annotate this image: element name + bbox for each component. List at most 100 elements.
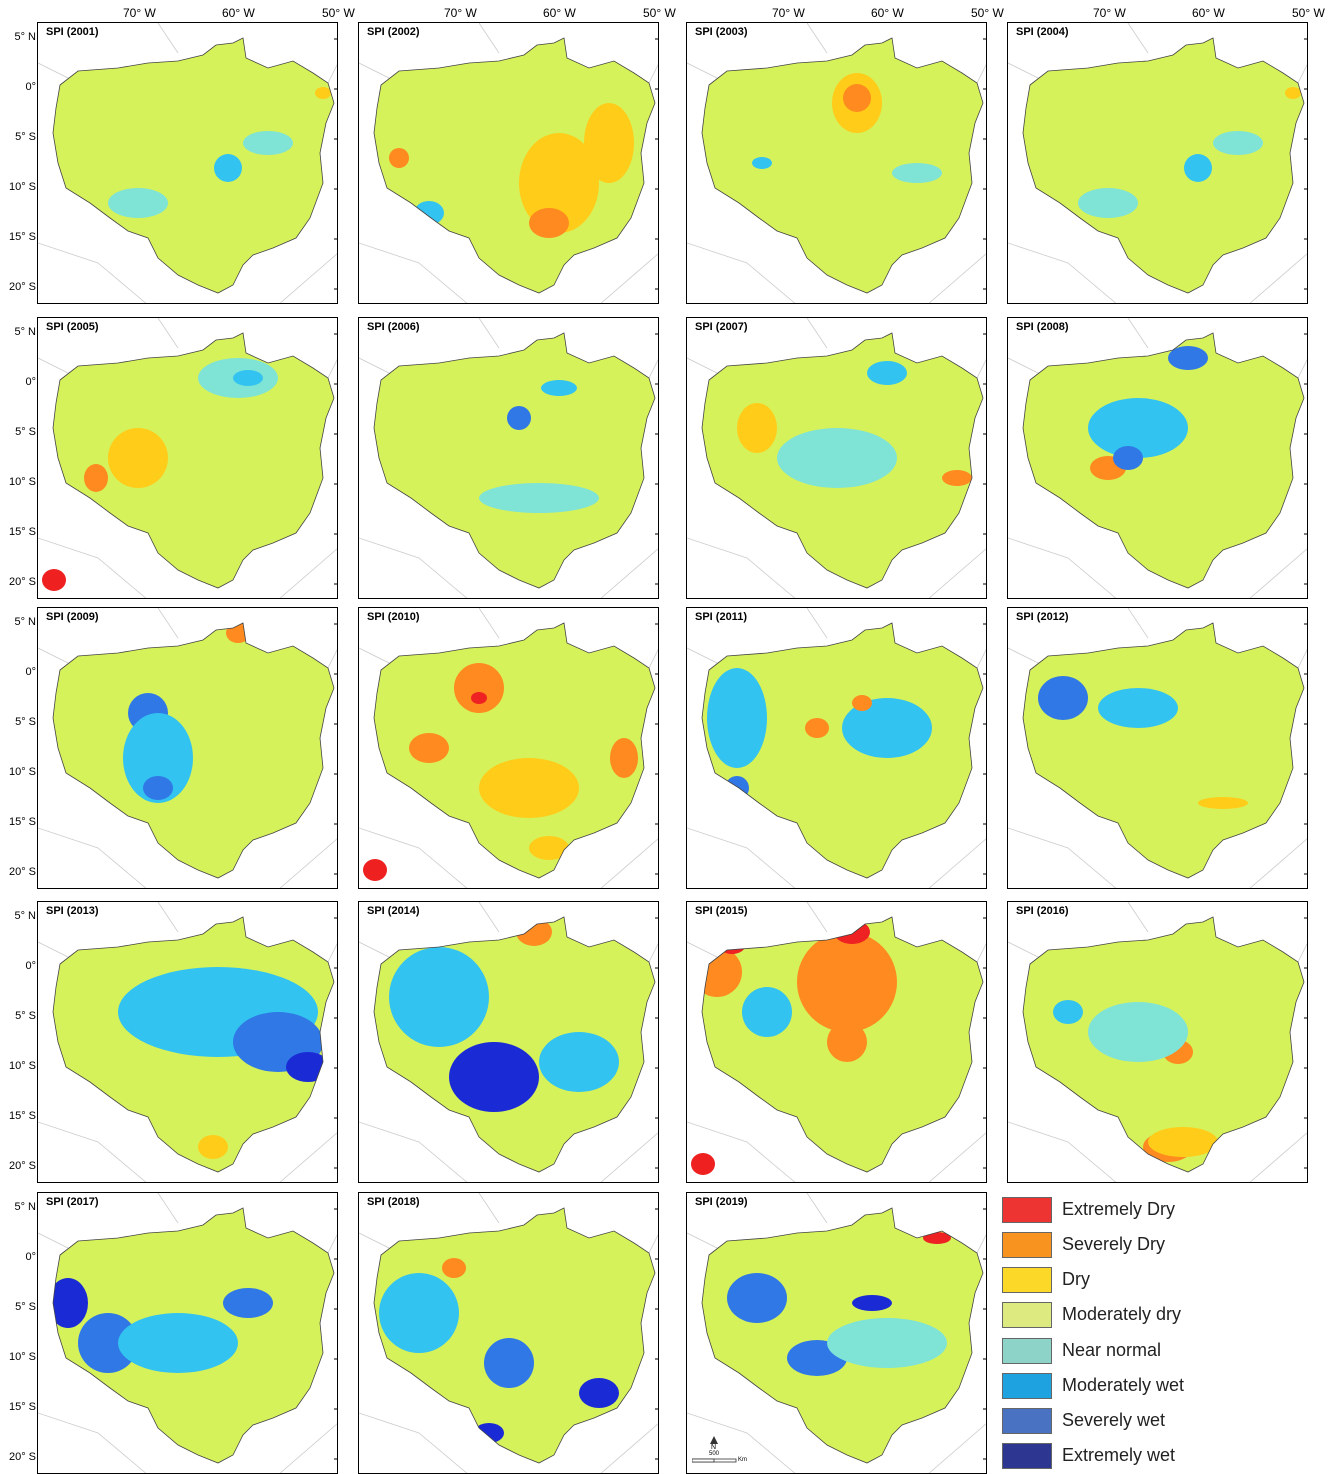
spi-map-panel: SPI (2015) bbox=[686, 901, 987, 1183]
legend-label: Extremely Dry bbox=[1062, 1199, 1176, 1219]
panel-title: SPI (2010) bbox=[367, 611, 420, 623]
latitude-label: 10° S bbox=[8, 476, 36, 488]
legend-swatch bbox=[1002, 1338, 1052, 1364]
spi-anomaly-region bbox=[842, 698, 932, 758]
spi-map-panel: SPI (2008) bbox=[1007, 317, 1308, 599]
spi-anomaly-region bbox=[315, 87, 331, 99]
legend-item-severely-wet: Severely wet bbox=[1000, 1406, 1330, 1436]
spi-anomaly-region bbox=[1098, 688, 1178, 728]
latitude-label: 5° N bbox=[14, 910, 36, 922]
longitude-label: 70° W bbox=[444, 6, 477, 20]
basin-map bbox=[38, 1193, 337, 1473]
spi-map-panel: SPI (2006) bbox=[358, 317, 659, 599]
spi-anomaly-region bbox=[78, 1313, 138, 1373]
spi-anomaly-region bbox=[198, 1135, 228, 1159]
basin-map bbox=[359, 1193, 658, 1473]
legend-label: Extremely wet bbox=[1062, 1445, 1176, 1465]
latitude-label: 20° S bbox=[8, 1160, 36, 1172]
panel-title: SPI (2001) bbox=[46, 26, 99, 38]
legend-item-severely-dry: Severely Dry bbox=[1000, 1230, 1330, 1260]
basin-map bbox=[1008, 318, 1307, 598]
spi-anomaly-region bbox=[214, 154, 242, 182]
spi-anomaly-region bbox=[379, 1273, 459, 1353]
spi-anomaly-region bbox=[1088, 1002, 1188, 1062]
basin-area bbox=[374, 623, 655, 878]
spi-anomaly-region bbox=[479, 483, 599, 513]
spi-anomaly-region bbox=[584, 103, 634, 183]
panel-title: SPI (2019) bbox=[695, 1196, 748, 1208]
spi-anomaly-region bbox=[484, 1338, 534, 1388]
legend-label: Moderately dry bbox=[1062, 1304, 1182, 1324]
basin-map bbox=[1008, 608, 1307, 888]
longitude-label: 70° W bbox=[772, 6, 805, 20]
panel-title: SPI (2011) bbox=[695, 611, 747, 623]
spi-anomaly-region bbox=[442, 1258, 466, 1278]
latitude-label: 0° bbox=[25, 1251, 36, 1263]
basin-map bbox=[687, 608, 986, 888]
latitude-label: 0° bbox=[25, 81, 36, 93]
legend-label: Severely wet bbox=[1062, 1410, 1166, 1430]
latitude-label: 20° S bbox=[8, 866, 36, 878]
legend-item-extremely-dry: Extremely Dry bbox=[1000, 1195, 1330, 1225]
drought-event-marker bbox=[691, 1153, 715, 1175]
legend-item-moderately-wet: Moderately wet bbox=[1000, 1371, 1330, 1401]
panel-title: SPI (2006) bbox=[367, 321, 420, 333]
basin-map bbox=[38, 608, 337, 888]
legend-item-near-normal: Near normal bbox=[1000, 1336, 1330, 1366]
panel-title: SPI (2013) bbox=[46, 905, 99, 917]
spi-map-panel: SPI (2002) bbox=[358, 22, 659, 304]
spi-map-panel: SPI (2012) bbox=[1007, 607, 1308, 889]
spi-anomaly-region bbox=[852, 695, 872, 711]
spi-anomaly-region bbox=[892, 163, 942, 183]
spi-anomaly-region bbox=[923, 1232, 951, 1244]
basin-area bbox=[53, 38, 334, 293]
latitude-label: 5° S bbox=[15, 426, 36, 438]
latitude-label: 10° S bbox=[8, 1060, 36, 1072]
spi-anomaly-region bbox=[108, 428, 168, 488]
drought-event-marker bbox=[42, 569, 66, 591]
spi-anomaly-region bbox=[702, 947, 742, 997]
basin-area bbox=[1023, 38, 1304, 293]
panel-title: SPI (2009) bbox=[46, 611, 99, 623]
latitude-label: 5° S bbox=[15, 716, 36, 728]
spi-anomaly-region bbox=[843, 84, 871, 112]
spi-anomaly-region bbox=[718, 934, 746, 954]
legend-item-moderately-dry: Moderately dry bbox=[1000, 1300, 1330, 1330]
basin-map bbox=[359, 318, 658, 598]
spi-map-panel: SPI (2010) bbox=[358, 607, 659, 889]
spi-anomaly-region bbox=[389, 947, 489, 1047]
spi-anomaly-region bbox=[474, 1423, 504, 1443]
latitude-label: 5° S bbox=[15, 1301, 36, 1313]
spi-map-panel: SPI (2014) bbox=[358, 901, 659, 1183]
basin-map bbox=[687, 902, 986, 1182]
basin-area bbox=[1023, 333, 1304, 588]
latitude-label: 20° S bbox=[8, 576, 36, 588]
latitude-label: 5° N bbox=[14, 1201, 36, 1213]
legend-label: Dry bbox=[1062, 1269, 1090, 1289]
spi-map-panel: SPI (2019) bbox=[686, 1192, 987, 1474]
spi-anomaly-region bbox=[143, 776, 173, 800]
spi-map-panel: SPI (2005) bbox=[37, 317, 338, 599]
latitude-label: 5° N bbox=[14, 616, 36, 628]
spi-anomaly-region bbox=[752, 157, 772, 169]
latitude-label: 5° S bbox=[15, 131, 36, 143]
spi-anomaly-region bbox=[1113, 446, 1143, 470]
legend-swatch bbox=[1002, 1408, 1052, 1434]
spi-anomaly-region bbox=[53, 1278, 88, 1328]
latitude-label: 15° S bbox=[8, 816, 36, 828]
spi-anomaly-region bbox=[805, 718, 829, 738]
longitude-label: 60° W bbox=[1192, 6, 1225, 20]
spi-map-panel: SPI (2007) bbox=[686, 317, 987, 599]
panel-title: SPI (2017) bbox=[46, 1196, 99, 1208]
panel-title: SPI (2015) bbox=[695, 905, 748, 917]
spi-anomaly-region bbox=[286, 1052, 330, 1082]
basin-map bbox=[359, 902, 658, 1182]
legend-label: Moderately wet bbox=[1062, 1375, 1185, 1395]
latitude-label: 0° bbox=[25, 960, 36, 972]
latitude-label: 15° S bbox=[8, 526, 36, 538]
north-arrow-icon bbox=[691, 1436, 737, 1463]
spi-map-panel: SPI (2004) bbox=[1007, 22, 1308, 304]
spi-map-panel: SPI (2016) bbox=[1007, 901, 1308, 1183]
longitude-label: 60° W bbox=[871, 6, 904, 20]
spi-anomaly-region bbox=[1148, 1127, 1218, 1157]
